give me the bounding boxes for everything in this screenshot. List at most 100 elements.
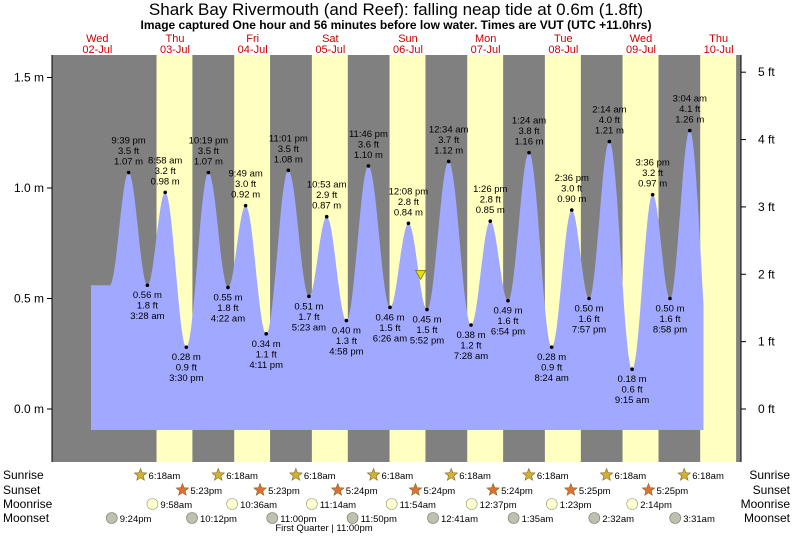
moonrise-row-label-right: Moonrise bbox=[741, 497, 791, 511]
day-date-label: 09-Jul bbox=[626, 44, 656, 56]
day-name-label: Sun bbox=[398, 33, 418, 45]
low-ft-label: 1.6 ft bbox=[578, 314, 599, 325]
sunset-time-label: 5:25pm bbox=[657, 486, 689, 497]
left-axis-tick-label: 0.0 m bbox=[14, 402, 44, 416]
low-time-label: 9:15 am bbox=[615, 395, 649, 406]
low-time-label: 5:52 pm bbox=[410, 336, 444, 347]
sunrise-time-label: 6:18am bbox=[692, 471, 724, 482]
extreme-point bbox=[650, 192, 655, 197]
daylight-band bbox=[700, 55, 737, 462]
moonrise-icon bbox=[146, 498, 159, 510]
day-labels: Wed02-JulThu03-JulFri04-JulSat05-JulSun0… bbox=[82, 33, 733, 56]
right-axis-tick-label: 1 ft bbox=[758, 335, 775, 349]
high-time-label: 2:14 am bbox=[592, 105, 626, 116]
sunrise-time-label: 6:18am bbox=[382, 471, 414, 482]
high-m-label: 1.07 m bbox=[114, 157, 143, 168]
day-date-label: 02-Jul bbox=[82, 44, 112, 56]
sunset-icon bbox=[253, 482, 268, 496]
extreme-labels: 9:39 pm3.5 ft1.07 m0.56 m1.8 ft3:28 am8:… bbox=[111, 94, 707, 407]
right-axis-tick-label: 5 ft bbox=[758, 65, 775, 79]
high-time-label: 3:04 am bbox=[673, 94, 707, 105]
low-m-label: 0.56 m bbox=[133, 290, 162, 301]
high-ft-label: 3.7 ft bbox=[438, 135, 459, 146]
high-time-label: 8:58 am bbox=[148, 155, 182, 166]
sunset-time-label: 5:24pm bbox=[423, 486, 455, 497]
extreme-point bbox=[687, 128, 692, 133]
sunset-icon bbox=[563, 482, 578, 496]
low-m-label: 0.45 m bbox=[412, 315, 441, 326]
sunrise-row-label: Sunrise bbox=[3, 468, 44, 482]
high-ft-label: 3.0 ft bbox=[561, 184, 582, 195]
right-axis: 5 ft 4 ft 3 ft 2 ft 1 ft 0 ft bbox=[740, 55, 775, 462]
low-ft-label: 1.6 ft bbox=[497, 316, 518, 327]
moonset-time-label: 1:35am bbox=[522, 514, 554, 525]
extreme-point bbox=[388, 305, 392, 310]
extreme-point bbox=[569, 208, 574, 212]
low-ft-label: 1.8 ft bbox=[137, 301, 158, 312]
low-time-label: 3:28 am bbox=[130, 311, 164, 322]
day-name-label: Tue bbox=[554, 33, 573, 45]
high-m-label: 1.10 m bbox=[354, 150, 383, 161]
low-ft-label: 0.9 ft bbox=[176, 363, 197, 374]
sunset-time-label: 5:25pm bbox=[579, 486, 611, 497]
low-m-label: 0.50 m bbox=[575, 304, 604, 315]
sunset-icon bbox=[408, 482, 423, 496]
low-ft-label: 1.1 ft bbox=[256, 349, 277, 360]
high-ft-label: 4.0 ft bbox=[599, 115, 620, 126]
day-date-label: 05-Jul bbox=[315, 44, 345, 56]
moonset-icon bbox=[346, 512, 359, 524]
low-time-label: 4:22 am bbox=[211, 313, 245, 324]
moonset-time-label: 11:50pm bbox=[361, 514, 397, 525]
high-ft-label: 3.0 ft bbox=[235, 179, 256, 190]
extreme-point bbox=[488, 219, 493, 223]
high-time-label: 1:26 pm bbox=[473, 184, 507, 195]
extreme-point bbox=[469, 323, 473, 327]
low-ft-label: 1.2 ft bbox=[460, 341, 481, 352]
low-m-label: 0.28 m bbox=[537, 352, 566, 363]
moonset-icon bbox=[105, 512, 118, 524]
low-m-label: 0.18 m bbox=[618, 374, 647, 385]
moonrise-time-label: 1:23pm bbox=[560, 500, 592, 511]
extreme-point bbox=[446, 159, 451, 164]
day-name-label: Fri bbox=[246, 33, 259, 45]
sunrise-icon bbox=[677, 467, 692, 481]
sunrise-row-label-right: Sunrise bbox=[749, 468, 790, 482]
day-date-label: 07-Jul bbox=[471, 44, 501, 56]
low-ft-label: 1.6 ft bbox=[659, 314, 680, 325]
high-ft-label: 3.8 ft bbox=[518, 126, 539, 137]
low-m-label: 0.49 m bbox=[493, 306, 522, 317]
current-tide-marker bbox=[414, 270, 427, 281]
low-time-label: 6:26 am bbox=[373, 333, 407, 344]
high-m-label: 1.16 m bbox=[514, 137, 543, 148]
high-ft-label: 4.1 ft bbox=[679, 104, 700, 115]
low-m-label: 0.40 m bbox=[332, 326, 361, 337]
sunrise-icon bbox=[444, 467, 459, 481]
extreme-point bbox=[406, 221, 411, 226]
low-ft-label: 1.7 ft bbox=[298, 312, 319, 323]
high-time-label: 11:01 pm bbox=[269, 133, 308, 144]
moonrise-row-label: Moonrise bbox=[3, 497, 53, 511]
moonrise-icon bbox=[385, 498, 398, 510]
right-axis-tick-label: 4 ft bbox=[758, 133, 775, 147]
low-ft-label: 1.5 ft bbox=[416, 325, 437, 336]
low-time-label: 7:57 pm bbox=[572, 325, 606, 336]
day-name-label: Sat bbox=[322, 33, 339, 45]
plot-area bbox=[52, 55, 741, 462]
sunset-time-label: 5:23pm bbox=[190, 486, 222, 497]
high-time-label: 11:46 pm bbox=[349, 129, 388, 140]
sunrise-icon bbox=[133, 467, 148, 481]
moonset-time-label: 2:32am bbox=[602, 514, 634, 525]
extreme-point bbox=[226, 285, 230, 290]
right-axis-tick-label: 0 ft bbox=[758, 402, 775, 416]
left-axis-tick-label: 1.5 m bbox=[14, 71, 44, 85]
left-axis: 1.5 m 1.0 m 0.5 m 0.0 m bbox=[14, 55, 53, 462]
extreme-point bbox=[668, 296, 672, 301]
low-m-label: 0.38 m bbox=[456, 330, 485, 341]
sunset-time-label: 5:23pm bbox=[268, 486, 300, 497]
extreme-point bbox=[184, 345, 189, 349]
day-name-label: Thu bbox=[709, 33, 728, 45]
sunset-icon bbox=[330, 482, 345, 496]
moonrise-time-label: 10:36am bbox=[240, 500, 277, 511]
low-m-label: 0.50 m bbox=[655, 304, 684, 315]
